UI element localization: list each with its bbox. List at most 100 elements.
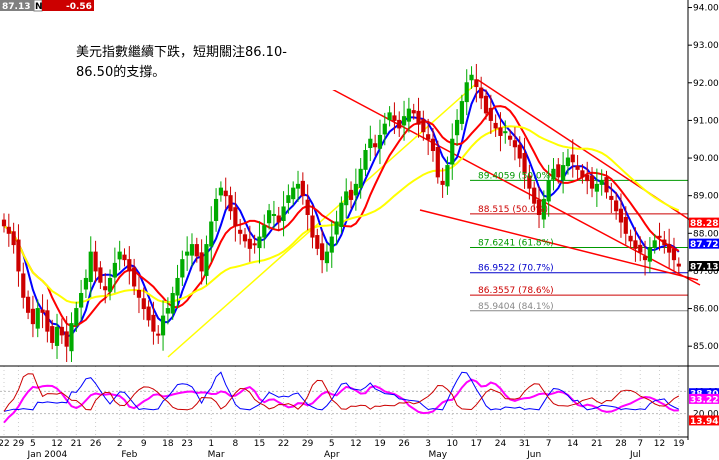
- fib-label: 88.515 (50.0%): [478, 205, 548, 215]
- candle-body: [450, 138, 455, 165]
- candle-body: [160, 315, 166, 336]
- candle-body: [117, 251, 122, 260]
- price-tick-label: 90.00: [693, 154, 719, 164]
- candle-body: [527, 175, 532, 189]
- indicator-badge-label: 13.94: [690, 417, 718, 427]
- price-badge-label: 87.13: [690, 263, 718, 273]
- candle-body: [50, 326, 55, 343]
- candle-body: [156, 333, 161, 336]
- time-tick-label: 23: [181, 439, 192, 449]
- annotation-box: 美元指數繼續下跌，短期關注86.10- 86.50的支撐。: [68, 38, 338, 90]
- candle-body: [662, 239, 667, 246]
- time-tick-label: 19: [374, 439, 386, 449]
- candle-body: [406, 108, 411, 122]
- time-tick-label: 5: [30, 439, 36, 449]
- time-tick-label: 22: [278, 439, 289, 449]
- candle-body: [411, 110, 416, 114]
- time-tick-label: 31: [519, 439, 530, 449]
- candle-body: [40, 309, 45, 313]
- time-tick-label: 7: [637, 439, 643, 449]
- candle-body: [585, 174, 590, 182]
- fib-label: 85.9404 (84.1%): [478, 302, 554, 312]
- trendline: [419, 209, 699, 281]
- candle-body: [368, 138, 373, 149]
- price-tick-label: 91.00: [693, 116, 719, 126]
- indicator-badge: [689, 393, 719, 404]
- candle-body: [657, 235, 662, 238]
- time-tick-label: 3: [425, 439, 431, 449]
- month-label: Mar: [208, 450, 225, 460]
- time-tick-label: 28: [615, 439, 627, 449]
- month-label: May: [428, 450, 447, 460]
- candle-body: [382, 123, 387, 135]
- candle-body: [310, 215, 315, 238]
- candle-body: [614, 200, 619, 212]
- candle-body: [315, 235, 320, 249]
- time-tick-label: 12: [350, 439, 361, 449]
- candle-body: [35, 308, 40, 329]
- candle-body: [589, 175, 595, 189]
- time-axis: 22 29 5 12 21 26 2 9 18 23 1 8 15 22 29 5 12 19 26 3 10 17 24 3…: [0, 436, 688, 460]
- candle-body: [127, 259, 132, 272]
- candle-body: [21, 273, 26, 298]
- candle-body: [194, 244, 199, 257]
- time-tick-label: 21: [71, 439, 82, 449]
- candle-body: [618, 208, 624, 223]
- candle-body: [570, 154, 575, 163]
- candle-body: [136, 289, 142, 298]
- candle-body: [180, 259, 185, 278]
- month-label: Jul: [629, 450, 641, 460]
- last-price: 87.13: [2, 2, 30, 12]
- candle-body: [295, 183, 301, 189]
- time-tick-label: 8: [232, 439, 238, 449]
- candle-body: [517, 144, 522, 159]
- time-tick-label: 9: [141, 439, 147, 449]
- candle-body: [16, 239, 21, 272]
- price-badges: 88.284 87.725 87.13: [689, 217, 719, 273]
- price-badge: [689, 238, 719, 249]
- month-label: Jun: [526, 450, 541, 460]
- candle-body: [647, 247, 652, 262]
- candle-body: [493, 122, 498, 129]
- price-tick-label: 89.00: [693, 192, 719, 202]
- indicator-line: [3, 371, 680, 412]
- indicator-line: [3, 373, 680, 412]
- candle-body: [54, 326, 60, 346]
- candle-body: [392, 115, 397, 121]
- candle-body: [445, 165, 450, 187]
- price-tick-label: 86.00: [693, 305, 719, 315]
- annotation-line-2: 86.50的支撐。: [76, 64, 165, 80]
- candle-body: [594, 183, 599, 192]
- candle-body: [532, 187, 537, 204]
- candle-body: [628, 235, 633, 242]
- time-tick-label: 10: [447, 439, 459, 449]
- series-tag: N: [35, 2, 43, 12]
- candle-body: [252, 243, 257, 246]
- candle-body: [483, 95, 489, 114]
- header-readout: 87.13 N -0.56: [0, 0, 94, 12]
- candle-body: [132, 267, 137, 287]
- time-tick-label: 26: [90, 439, 102, 449]
- candle-body: [247, 238, 252, 249]
- time-tick-label: 17: [471, 439, 482, 449]
- fibonacci-levels: [470, 179, 688, 312]
- indicator-line: [3, 378, 679, 424]
- candle-body: [556, 164, 561, 178]
- candle-body: [580, 170, 585, 178]
- fib-label: 89.4059 (50.0%): [478, 171, 554, 181]
- candle-body: [387, 112, 392, 121]
- price-change: -0.56: [66, 2, 92, 12]
- price-tick-label: 85.00: [693, 342, 719, 352]
- price-tick-label: 88.00: [693, 229, 719, 239]
- candle-body: [83, 277, 89, 290]
- candle-body: [122, 254, 127, 261]
- time-tick-label: 22: [0, 439, 10, 449]
- candle-body: [430, 138, 436, 152]
- candle-body: [421, 119, 426, 133]
- candle-body: [440, 180, 445, 185]
- candle-body: [358, 168, 363, 188]
- time-tick-label: 24: [495, 439, 507, 449]
- candle-body: [30, 308, 36, 325]
